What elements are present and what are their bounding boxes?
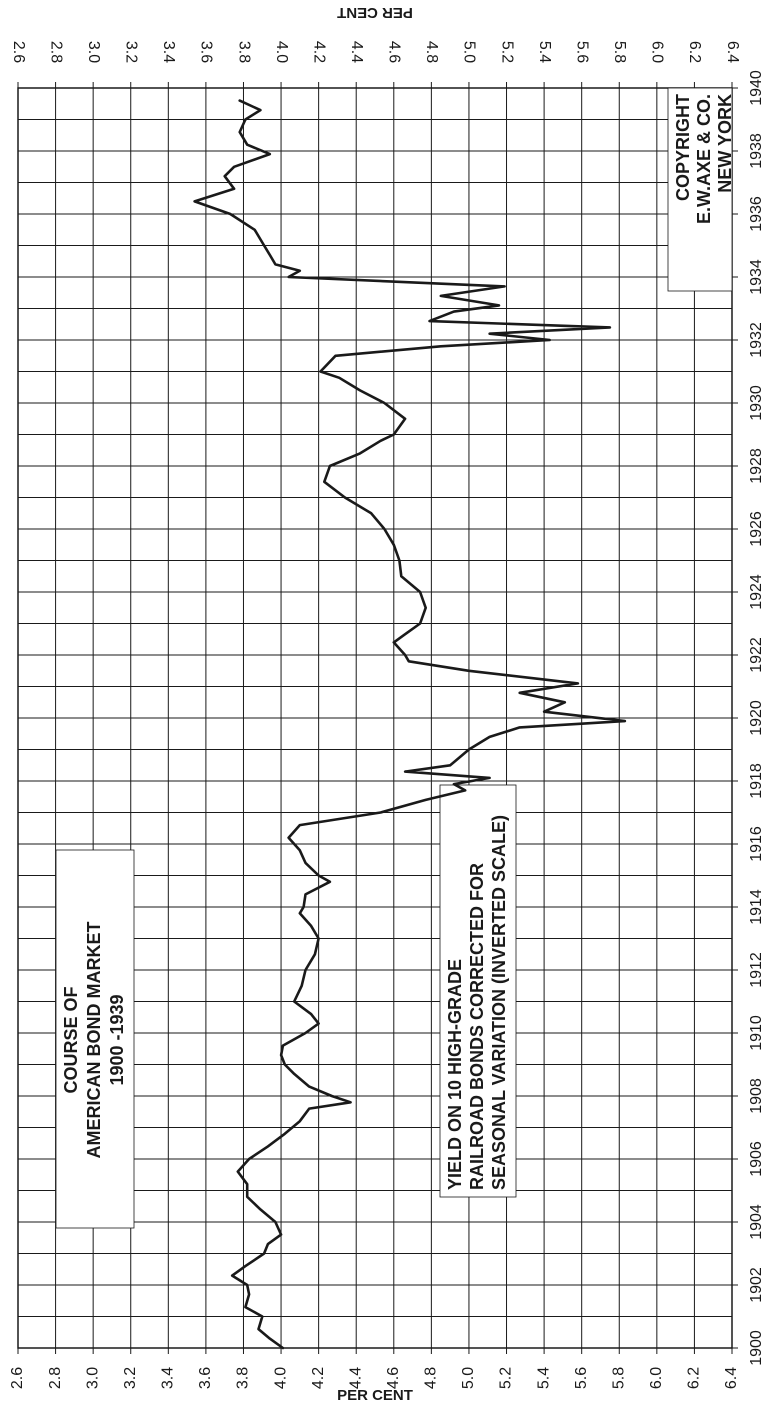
x-tick-label: 1916: [748, 826, 765, 862]
x-tick-label: 1932: [748, 322, 765, 358]
note-line: RAILROAD BONDS CORRECTED FOR: [467, 863, 487, 1190]
x-tick-label: 1934: [748, 259, 765, 295]
y-tick-label-bottom: 3.6: [197, 1367, 214, 1389]
y-tick-label-bottom: 4.8: [423, 1367, 440, 1389]
x-tick-label: 1922: [748, 637, 765, 673]
plot-frame: [17, 87, 733, 1349]
title-box: [55, 849, 135, 1229]
y-tick-label-bottom: 5.2: [498, 1367, 515, 1389]
y-tick-label-bottom: 4.6: [385, 1367, 402, 1389]
y-tick-label-bottom: 5.6: [573, 1367, 590, 1389]
x-tick-label: 1940: [748, 70, 765, 106]
copyright-line: NEW YORK: [715, 94, 735, 193]
axis-label-bottom: PER CENT: [337, 1387, 413, 1404]
y-tick-label-top: 5.6: [573, 41, 590, 63]
x-tick-label: 1906: [748, 1141, 765, 1177]
note-line: YIELD ON 10 HIGH-GRADE: [445, 959, 465, 1190]
x-tick-label: 1904: [748, 1204, 765, 1240]
y-tick-label-bottom: 6.4: [723, 1367, 740, 1389]
y-tick-label-bottom: 6.0: [648, 1367, 665, 1389]
y-tick-label-top: 5.8: [611, 41, 628, 63]
axis-label-top: PER CENT: [337, 4, 413, 21]
x-tick-label: 1912: [748, 952, 765, 988]
y-tick-label-top: 4.8: [423, 41, 440, 63]
y-tick-label-top: 2.6: [10, 41, 27, 63]
x-tick-label: 1920: [748, 700, 765, 736]
y-tick-label-bottom: 2.8: [47, 1367, 64, 1389]
y-tick-label-bottom: 3.8: [235, 1367, 252, 1389]
x-tick-label: 1936: [748, 196, 765, 232]
note-line: SEASONAL VARIATION (INVERTED SCALE): [489, 815, 509, 1190]
y-tick-label-top: 4.4: [348, 41, 365, 63]
title-line: 1900 -1939: [107, 994, 127, 1085]
y-tick-label-bottom: 5.8: [610, 1367, 627, 1389]
copyright-line: COPYRIGHT: [673, 94, 693, 201]
y-tick-label-top: 3.0: [85, 41, 102, 63]
y-tick-label-top: 3.4: [160, 41, 177, 63]
y-tick-label-top: 5.4: [536, 41, 553, 63]
x-tick-label: 1908: [748, 1078, 765, 1114]
x-tick-label: 1926: [748, 511, 765, 547]
y-tick-label-bottom: 3.0: [84, 1367, 101, 1389]
x-tick-label: 1918: [748, 763, 765, 799]
x-tick-label: 1910: [748, 1015, 765, 1051]
y-tick-label-top: 3.6: [198, 41, 215, 63]
y-tick-label-top: 4.2: [310, 41, 327, 63]
y-tick-label-top: 5.2: [498, 41, 515, 63]
y-tick-label-top: 4.0: [273, 41, 290, 63]
x-tick-label: 1902: [748, 1267, 765, 1303]
y-tick-label-top: 4.6: [386, 41, 403, 63]
title-line: AMERICAN BOND MARKET: [84, 922, 104, 1159]
note-box: [439, 784, 517, 1198]
y-tick-label-bottom: 4.0: [272, 1367, 289, 1389]
y-tick-label-bottom: 2.6: [9, 1367, 26, 1389]
copyright-line: E.W.AXE & CO.: [694, 94, 714, 224]
y-tick-label-top: 6.2: [686, 41, 703, 63]
x-tick-label: 1900: [748, 1330, 765, 1366]
y-tick-label-top: 5.0: [461, 41, 478, 63]
x-tick-label: 1914: [748, 889, 765, 925]
x-tick-label: 1928: [748, 448, 765, 484]
y-tick-label-top: 2.8: [47, 41, 64, 63]
y-tick-label-bottom: 4.2: [310, 1367, 327, 1389]
copyright-box: [667, 87, 733, 292]
y-tick-label-top: 3.2: [123, 41, 140, 63]
title-line: COURSE OF: [61, 986, 81, 1093]
y-tick-label-top: 6.0: [649, 41, 666, 63]
y-tick-label-bottom: 5.4: [535, 1367, 552, 1389]
yield-line: [193, 99, 627, 1350]
y-tick-label-bottom: 4.4: [347, 1367, 364, 1389]
y-tick-label-bottom: 3.4: [160, 1367, 177, 1389]
x-tick-label: 1938: [748, 133, 765, 169]
y-tick-label-bottom: 3.2: [122, 1367, 139, 1389]
x-tick-label: 1924: [748, 574, 765, 610]
y-tick-label-bottom: 5.0: [460, 1367, 477, 1389]
y-tick-label-top: 6.4: [724, 41, 741, 63]
y-tick-label-top: 3.8: [235, 41, 252, 63]
x-tick-label: 1930: [748, 385, 765, 421]
y-tick-label-bottom: 6.2: [686, 1367, 703, 1389]
